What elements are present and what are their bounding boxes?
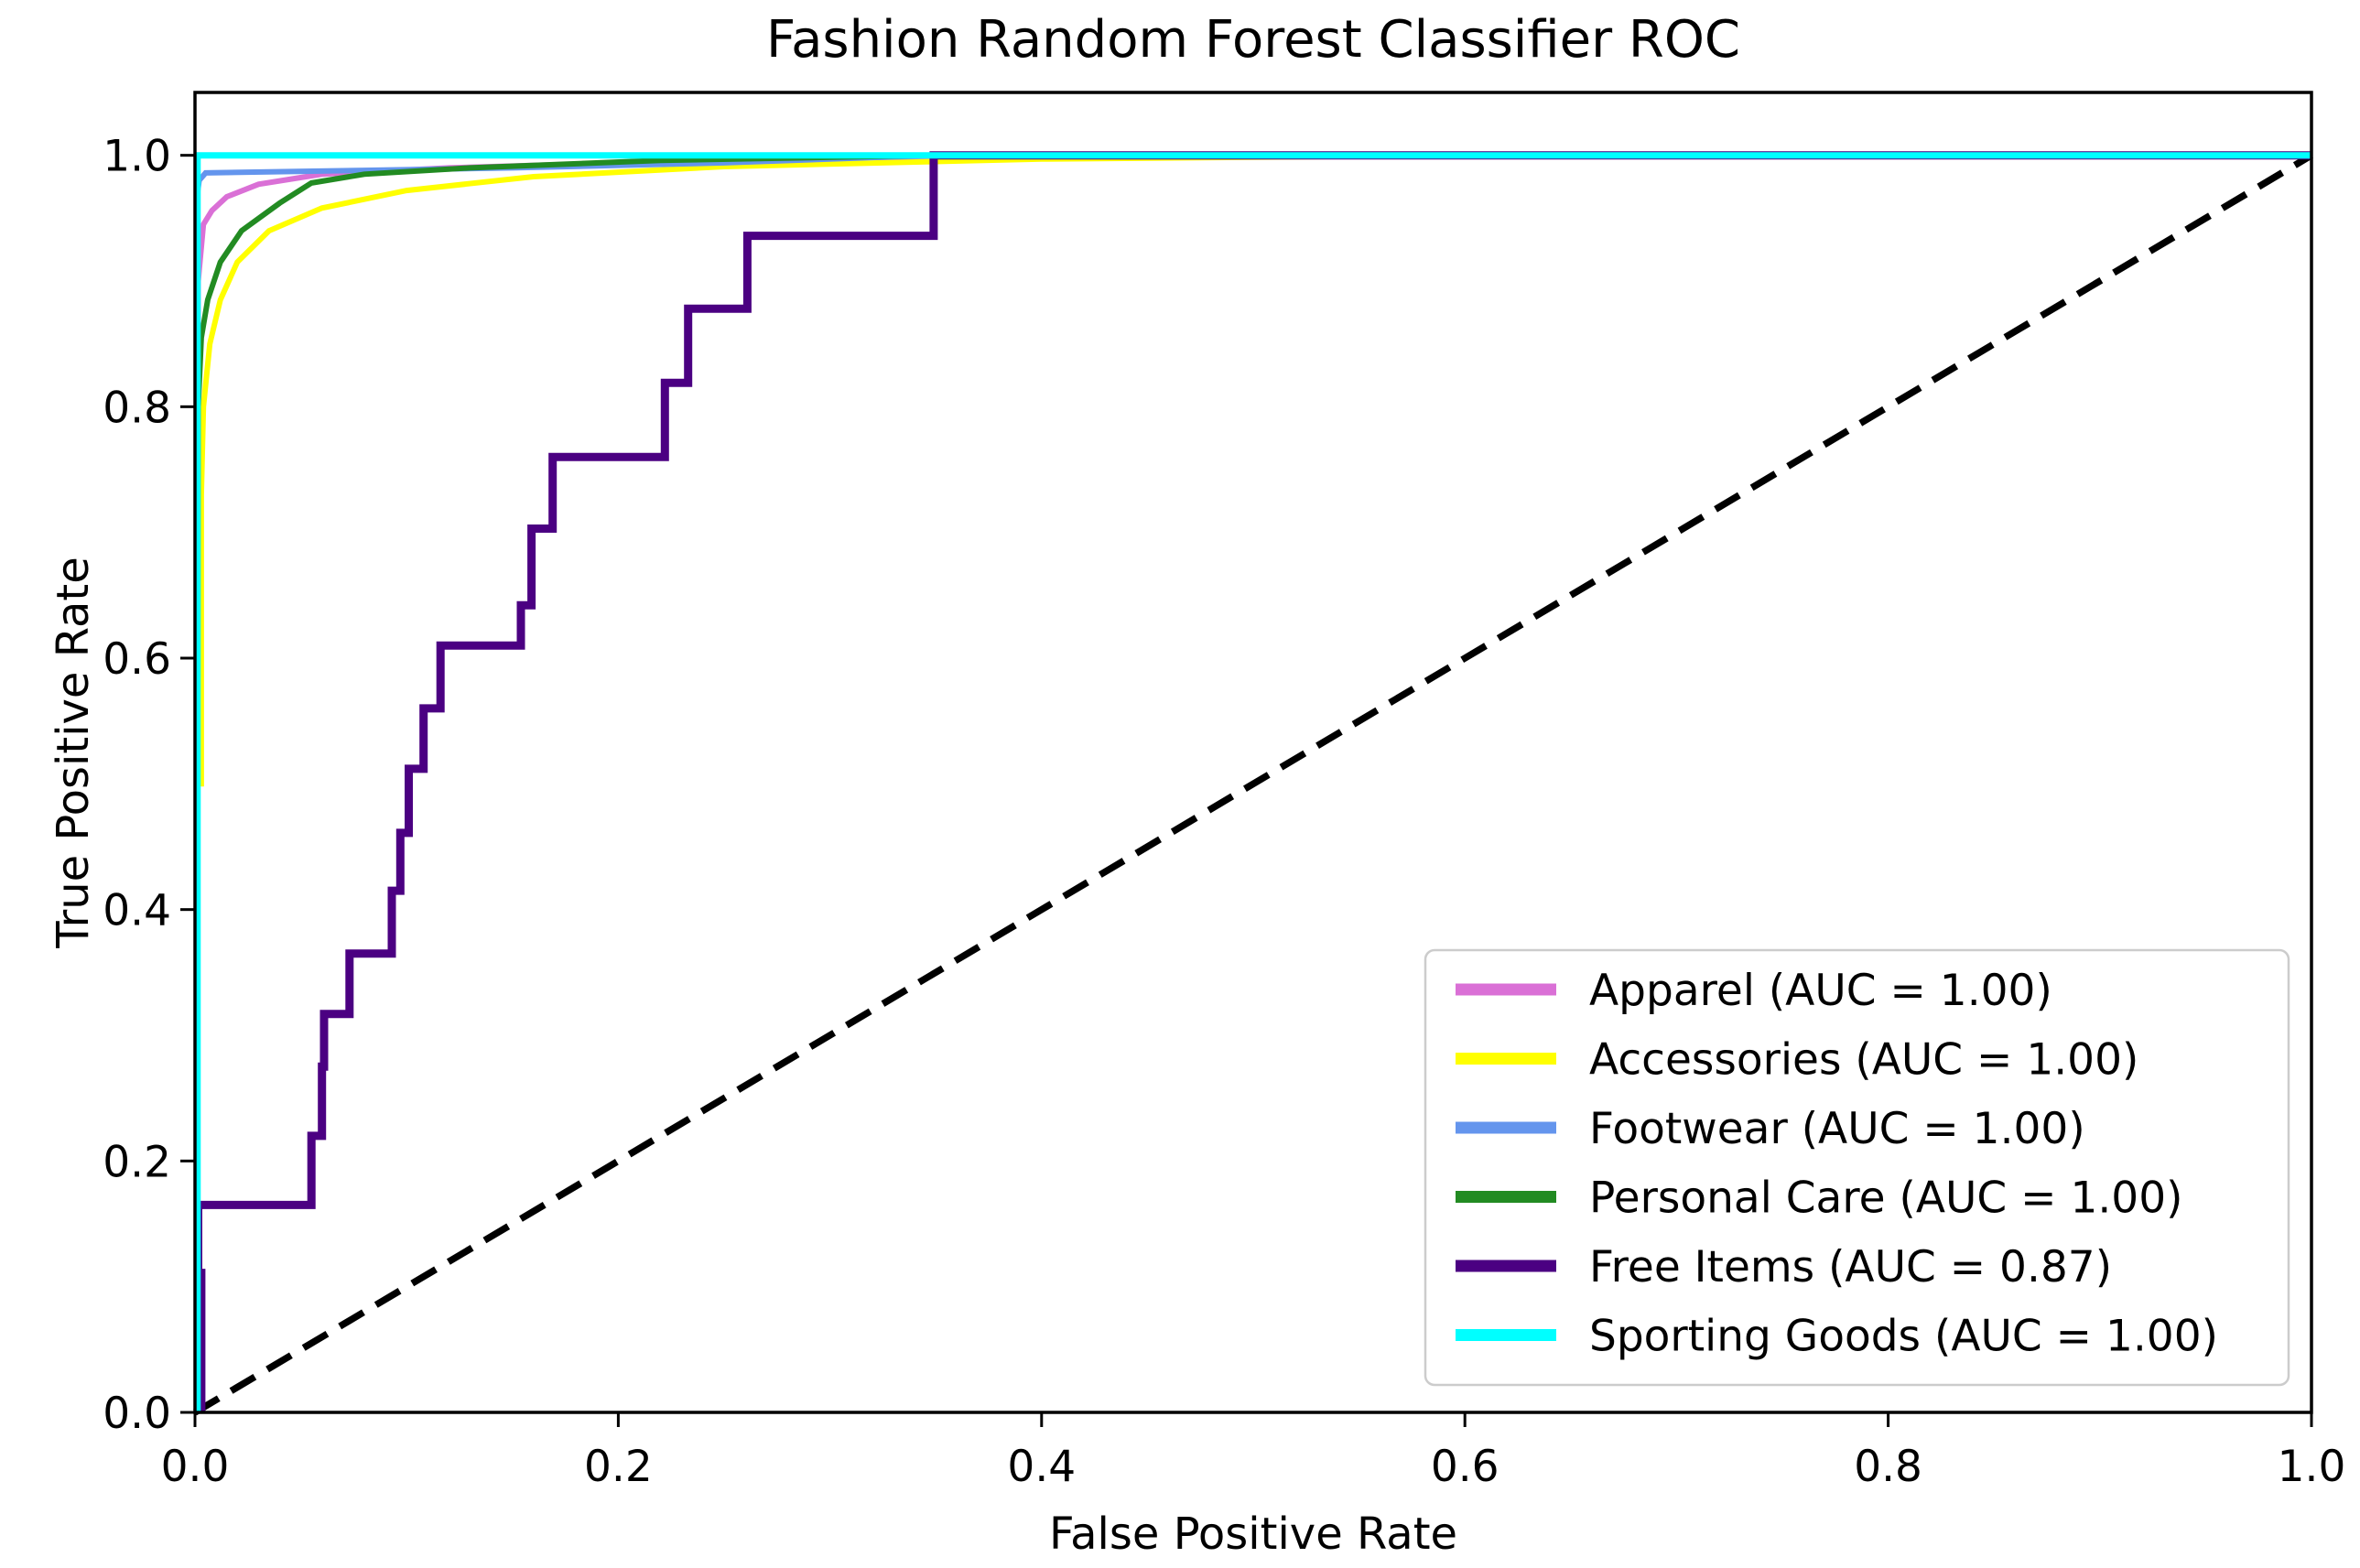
x-tick-label: 0.0: [161, 1442, 230, 1492]
roc-curve-accessories: [193, 152, 2311, 1412]
legend-box: [1424, 948, 2290, 1387]
legend-label-apparel: Apparel (AUC = 1.00): [1589, 966, 2052, 1016]
reference-diagonal: [193, 152, 2313, 1416]
x-tick-label: 0.8: [1854, 1442, 1922, 1492]
roc-curve-sporting-goods: [194, 152, 2311, 1412]
legend-label-free-items: Free Items (AUC = 0.87): [1589, 1242, 2112, 1292]
x-tick-label: 0.4: [1007, 1442, 1076, 1492]
x-tick-label: 1.0: [2278, 1442, 2346, 1492]
y-tick-label: 1.0: [103, 132, 171, 182]
legend-label-sporting-goods: Sporting Goods (AUC = 1.00): [1589, 1312, 2218, 1362]
axis-ticks: 0.0 0.2 0.4 0.6 0.8 1.0 0.0 0.2 0.4 0.6 0.8 1.0: [103, 132, 2345, 1492]
plot-frame: [193, 91, 2313, 1414]
plot-border: [193, 91, 2313, 1414]
x-axis-label: False Positive Rate: [1049, 1509, 1457, 1560]
y-tick-label: 0.4: [103, 886, 171, 936]
legend-label-footwear: Footwear (AUC = 1.00): [1589, 1104, 2085, 1154]
y-tick-label: 0.2: [103, 1137, 171, 1187]
roc-curve-free-items: [194, 151, 2311, 1412]
roc-curves: [193, 151, 2313, 1416]
x-tick-label: 0.6: [1431, 1442, 1499, 1492]
y-axis-label: True Positive Rate: [48, 557, 99, 949]
legend-label-personal-care: Personal Care (AUC = 1.00): [1589, 1173, 2182, 1224]
y-tick-label: 0.8: [103, 383, 171, 433]
legend: Apparel (AUC = 1.00) Accessories (AUC = 1…: [1424, 948, 2290, 1387]
chart-title: Fashion Random Forest Classifier ROC: [766, 10, 1740, 70]
y-tick-label: 0.0: [103, 1389, 171, 1439]
legend-label-accessories: Accessories (AUC = 1.00): [1589, 1035, 2138, 1086]
roc-curve-personal-care: [193, 152, 2311, 1413]
y-tick-label: 0.6: [103, 634, 171, 685]
x-tick-label: 0.2: [584, 1442, 653, 1492]
